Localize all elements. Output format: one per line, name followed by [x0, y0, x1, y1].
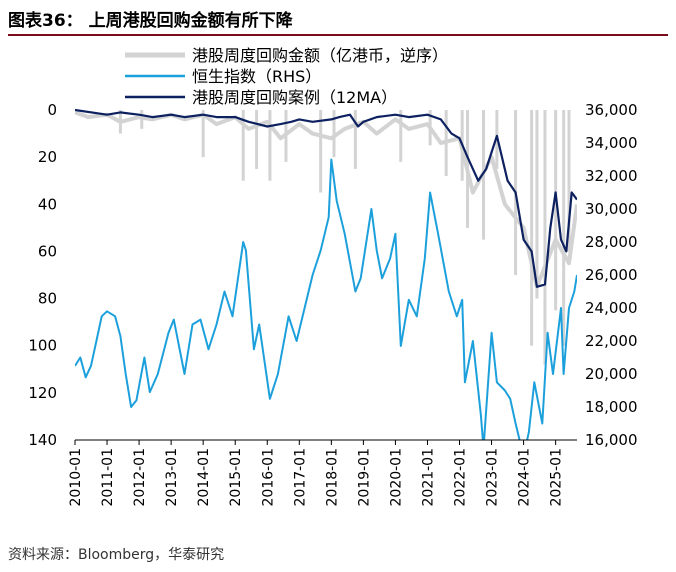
right-tick-label: 26,000	[585, 266, 638, 284]
x-tick-label: 2017-01	[292, 448, 308, 507]
right-tick-label: 32,000	[585, 167, 638, 185]
x-tick-label: 2012-01	[132, 448, 148, 507]
left-tick-label: 60	[38, 242, 57, 260]
x-tick-label: 2014-01	[196, 448, 212, 507]
x-tick-label: 2016-01	[260, 448, 276, 507]
left-tick-label: 100	[28, 337, 57, 355]
left-tick-label: 0	[47, 101, 57, 119]
series-line-1	[75, 158, 577, 440]
right-tick-label: 18,000	[585, 398, 638, 416]
x-tick-label: 2010-01	[68, 448, 84, 507]
page-title: 图表36： 上周港股回购金额有所下降	[8, 11, 293, 31]
right-tick-label: 16,000	[585, 431, 638, 449]
x-tick-label: 2019-01	[356, 448, 372, 507]
x-tick-label: 2021-01	[421, 448, 437, 507]
x-tick-label: 2013-01	[164, 448, 180, 507]
right-tick-label: 22,000	[585, 332, 638, 350]
legend-label: 港股周度回购金额（亿港币，逆序）	[192, 46, 448, 65]
right-tick-label: 30,000	[585, 200, 638, 218]
chart: 港股周度回购金额（亿港币，逆序）恒生指数（RHS）港股周度回购案例（12MA） …	[28, 46, 637, 507]
left-tick-label: 80	[38, 290, 57, 308]
axes-layer: 0 20 40 60 80 100 120 140 16,000 18,000 20,000 22,0…	[28, 101, 637, 507]
title-rule	[8, 34, 668, 36]
x-tick-label: 2015-01	[228, 448, 244, 507]
series-line-2	[75, 108, 577, 288]
right-tick-label: 34,000	[585, 134, 638, 152]
legend-label: 港股周度回购案例（12MA）	[192, 88, 397, 107]
legend-label: 恒生指数（RHS）	[192, 67, 321, 86]
x-tick-label: 2025-01	[549, 448, 565, 507]
right-tick-label: 28,000	[585, 233, 638, 251]
left-tick-label: 120	[28, 384, 57, 402]
left-tick-label: 20	[38, 148, 57, 166]
left-tick-label: 140	[28, 431, 57, 449]
x-tick-label: 2024-01	[517, 448, 533, 507]
right-tick-label: 36,000	[585, 101, 638, 119]
x-tick-label: 2018-01	[324, 448, 340, 507]
series-line-0	[75, 110, 577, 289]
left-tick-label: 40	[38, 195, 57, 213]
x-tick-label: 2011-01	[100, 448, 116, 507]
x-tick-label: 2023-01	[485, 448, 501, 507]
x-tick-label: 2020-01	[388, 448, 404, 507]
x-tick-label: 2022-01	[453, 448, 469, 507]
series-layer	[75, 108, 577, 440]
right-tick-label: 20,000	[585, 365, 638, 383]
source-note: 资料来源：Bloomberg，华泰研究	[8, 547, 225, 563]
right-tick-label: 24,000	[585, 299, 638, 317]
legend: 港股周度回购金额（亿港币，逆序） 恒生指数（RHS） 港股周度回购案例（12MA）	[125, 46, 448, 107]
